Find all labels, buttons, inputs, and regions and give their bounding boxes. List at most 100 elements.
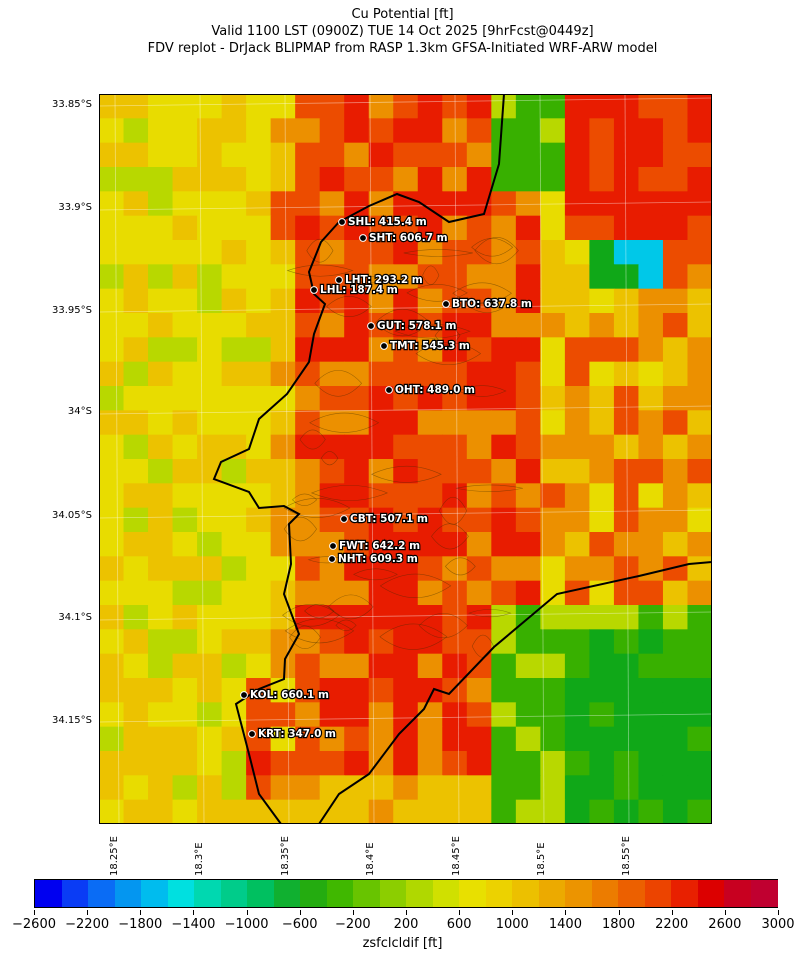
grid-cell [564, 240, 590, 265]
grid-cell [466, 118, 492, 144]
terrain-contour [299, 429, 326, 450]
grid-cell [442, 191, 468, 217]
graticule-parallel [99, 509, 712, 519]
grid-cell [295, 702, 321, 728]
grid-cell [368, 653, 394, 679]
grid-cell [295, 605, 321, 630]
colorbar-tick-label: 200 [393, 917, 419, 932]
grid-cell [197, 751, 223, 776]
grid-cell [393, 653, 419, 679]
grid-cell [221, 191, 247, 217]
grid-cell [221, 702, 247, 728]
grid-cell [442, 726, 468, 752]
grid-cell [344, 532, 370, 557]
grid-cell [491, 678, 517, 703]
grid-cell [319, 775, 345, 801]
terrain-contour [326, 295, 372, 318]
colorbar-tick-label: 1800 [602, 917, 636, 932]
grid-cell [246, 556, 272, 582]
grid-cell [368, 507, 394, 533]
grid-cell [442, 775, 468, 801]
terrain-contour [469, 301, 505, 313]
grid-cell [99, 653, 125, 679]
colorbar-segment [406, 880, 433, 907]
grid-cell [687, 434, 712, 460]
grid-cell [319, 483, 345, 509]
grid-cell [466, 556, 492, 582]
grid-cell [319, 605, 345, 630]
grid-cell [344, 629, 370, 655]
grid-cell [221, 507, 247, 533]
grid-cell [368, 605, 394, 630]
grid-cell [246, 580, 272, 606]
grid-cell [172, 799, 198, 824]
grid-cell [295, 751, 321, 776]
graticule-parallel [99, 303, 712, 313]
terrain-contour [284, 618, 355, 644]
grid-cell [221, 386, 247, 411]
grid-cell [540, 726, 566, 752]
graticule-parallel [99, 713, 712, 723]
grid-cell [515, 215, 541, 241]
grid-cell [466, 678, 492, 703]
grid-cell [270, 605, 296, 630]
grid-cell [540, 386, 566, 411]
grid-cell [515, 434, 541, 460]
grid-cell [393, 434, 419, 460]
grid-cell [368, 264, 394, 290]
station-marker: LHL: 187.4 m [310, 283, 399, 297]
colorbar-segment [114, 880, 142, 907]
grid-cell [99, 799, 125, 824]
grid-cell [662, 434, 689, 460]
grid-cell [662, 337, 689, 363]
station-marker: LHT: 293.2 m [335, 273, 424, 287]
grid-cell [246, 678, 272, 703]
grid-cell [515, 118, 541, 144]
grid-cell [442, 556, 468, 582]
grid-cell [344, 118, 370, 144]
grid-cell [442, 605, 468, 630]
colorbar-segment [353, 880, 380, 907]
grid-cell [368, 142, 394, 168]
grid-cell [295, 264, 321, 290]
grid-cell [172, 264, 198, 290]
grid-cell [368, 483, 394, 509]
grid-cell [540, 94, 566, 119]
grid-cell [148, 799, 174, 824]
grid-cell [515, 678, 541, 703]
grid-cell [491, 726, 517, 752]
terrain-contour [353, 568, 398, 581]
grid-cell [221, 410, 247, 436]
grid-cell [466, 580, 492, 606]
grid-cell [638, 605, 664, 630]
grid-cell [344, 410, 370, 436]
grid-cell [564, 799, 590, 824]
grid-cell [99, 386, 125, 411]
grid-cell [466, 532, 492, 557]
grid-cell [393, 459, 419, 484]
grid-cell [540, 191, 566, 217]
grid-cell [589, 702, 615, 728]
grid-cell [540, 775, 566, 801]
grid-cell [270, 361, 296, 387]
grid-cell [344, 386, 370, 411]
grid-cell [197, 167, 223, 192]
grid-cell [613, 313, 640, 338]
grid-cell [270, 313, 296, 338]
grid-cell [417, 94, 443, 119]
grid-cell [148, 434, 174, 460]
grid-cell [246, 313, 272, 338]
grid-cell [540, 142, 566, 168]
grid-cell [638, 264, 664, 290]
grid-cell [344, 556, 370, 582]
colorbar-tick [193, 910, 195, 915]
grid-cell [515, 751, 541, 776]
colorbar-segment [167, 880, 195, 907]
grid-cell [589, 215, 615, 241]
grid-cell [491, 264, 517, 290]
grid-cell [417, 264, 443, 290]
station-label: LHL: 187.4 m [320, 284, 398, 296]
grid-cell [344, 726, 370, 752]
grid-cell [148, 386, 174, 411]
grid-cell [662, 142, 689, 168]
